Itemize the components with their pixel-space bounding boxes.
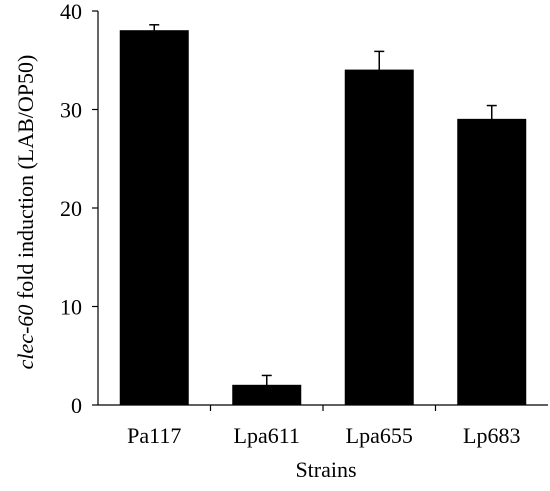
y-axis: 0 10 20 30 40 [60,0,99,418]
x-axis [98,404,548,411]
y-axis-title-rest: fold induction (LAB/OP50) [13,55,38,305]
bar-pa117 [119,30,189,406]
y-tick-label: 40 [60,0,82,24]
x-tick-label: Pa117 [127,423,181,448]
x-axis-title: Strains [295,457,356,482]
y-tick-label: 30 [60,98,82,123]
axis-labels: Pa117 Lpa611 Lpa655 Lp683 [127,423,520,448]
x-tick-label: Lpa655 [346,423,413,448]
y-axis-title-italic: clec-60 [13,305,38,370]
y-tick-label: 20 [60,196,82,221]
bars [119,30,527,406]
x-tick-label: Lp683 [463,423,520,448]
y-axis-title: clec-60 fold induction (LAB/OP50) [13,55,38,370]
error-bars [149,24,497,386]
y-tick-label: 0 [71,393,82,418]
bar-lp683 [457,118,527,406]
bar-lpa655 [344,69,414,406]
bar-lpa611 [232,384,302,406]
x-tick-label: Lpa611 [234,423,300,448]
y-tick-label: 10 [60,295,82,320]
